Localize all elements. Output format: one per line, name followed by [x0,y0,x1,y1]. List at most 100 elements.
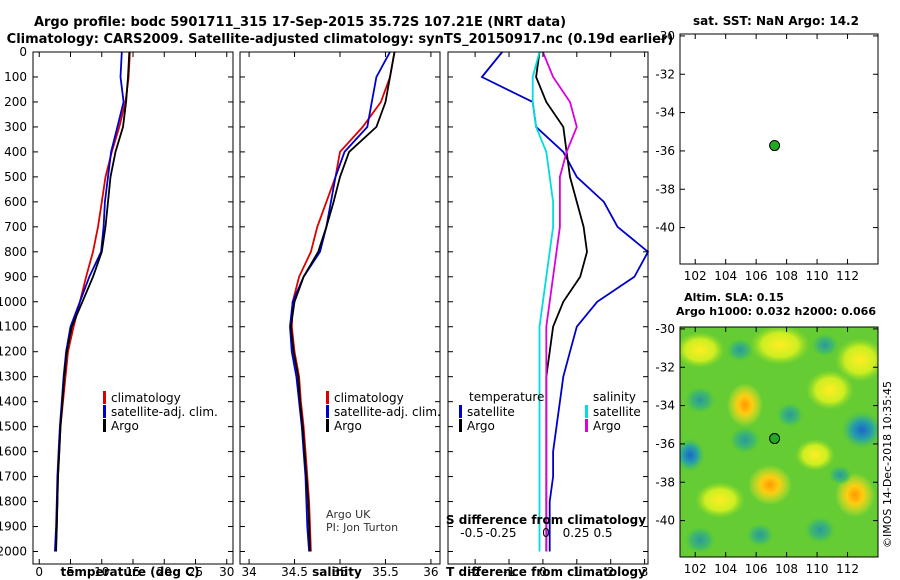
x-tick-label: 110 [806,562,829,576]
y-tick-label: 1700 [0,470,27,484]
sla-heatmap [680,327,878,557]
x-tick-label: 112 [836,562,859,576]
y-tick-label: 100 [4,70,27,84]
argo-location-marker [769,140,781,152]
x-tick-label: 102 [684,269,707,283]
y-tick-label: 900 [4,270,27,284]
x-tick-label: 106 [745,562,768,576]
legend-label-s-argo: Argo [593,419,621,433]
y-tick-label: 1200 [0,345,27,359]
y-tick-label: 300 [4,120,27,134]
difference-legend: temperature satellite Argo salinity sate… [459,390,641,433]
salinity-legend: climatology satellite-adj. clim. Argo [326,391,441,433]
legend-swatch-s-argo [585,419,588,432]
sst-map-frame [679,33,879,265]
y-tick-label: 200 [4,95,27,109]
legend-swatch-t-satellite [459,405,462,418]
y-tick-label: -34 [655,399,675,413]
legend-swatch-argo [326,419,329,432]
y-tick-label: 1100 [0,320,27,334]
legend-label-satellite: satellite-adj. clim. [334,405,441,419]
y-tick-label: 2000 [0,545,27,559]
title-line-2: Climatology: CARS2009. Satellite-adjuste… [7,32,674,47]
series-line-satellite [531,51,554,552]
difference-axes-frame [447,51,649,565]
difference-top-ticks: -0.5 -0.25 0 0.25 0.5 [460,526,612,540]
salinity-lines [289,51,396,552]
legend-label-argo: Argo [111,419,139,433]
y-tick-label: 1800 [0,495,27,509]
legend-label-argo: Argo [334,419,362,433]
x-tick-label: 110 [806,269,829,283]
y-tick-label: -40 [655,514,675,528]
y-tick-label: 800 [4,245,27,259]
legend-swatch-climatology [326,391,329,404]
series-line-argo [542,51,578,552]
legend-swatch-argo [103,419,106,432]
x-tick-label: 35.5 [372,565,399,579]
y-tick-label: 1000 [0,295,27,309]
top-tick-label: -0.5 [460,526,483,540]
y-tick-label: 1600 [0,445,27,459]
temperature-ticks: 0 5 10 15 20 25 300100200300400500600700800900… [0,45,234,579]
salinity-ticks: 34 34.5 35 35.5 36 [240,51,440,579]
legend-swatch-s-satellite [585,405,588,418]
temperature-legend: climatology satellite-adj. clim. Argo [103,391,218,433]
x-tick-label: 2 [607,565,615,579]
title-line-1: Argo profile: bodc 5901711_315 17-Sep-20… [34,15,566,30]
legend-label-climatology: climatology [334,391,404,405]
temperature-axes-frame [32,51,234,565]
salinity-panel: 34 34.5 35 35.5 36 salinity climatology sate… [239,51,441,579]
y-tick-label: -36 [655,144,675,158]
top-tick-label: 0 [542,526,550,540]
x-tick-label: 36 [423,565,438,579]
temperature-xlabel: temperature (deg C) [61,565,200,579]
y-tick-label: 0 [19,45,27,59]
annotation-argo-uk: Argo UK [326,508,371,521]
salinity-xlabel: salinity [312,565,362,579]
top-tick-label: 0.5 [593,526,612,540]
legend-label-t-argo: Argo [467,419,495,433]
sla-map-panel: Altim. SLA: 0.15 Argo h1000: 0.032 h2000… [655,291,879,576]
x-tick-label: 30 [219,565,234,579]
series-line-satellite-adj-clim- [289,51,391,552]
sla-map-frame [679,326,879,558]
series-line-satellite [480,51,650,552]
legend-title-temperature: temperature [469,390,544,404]
x-tick-label: 112 [836,269,859,283]
legend-label-climatology: climatology [111,391,181,405]
y-tick-label: 400 [4,145,27,159]
difference-xlabel-top: S difference from climatology [446,513,646,527]
y-tick-label: -38 [655,182,675,196]
x-tick-label: 106 [745,269,768,283]
y-tick-label: -38 [655,475,675,489]
annotation-pi: PI: Jon Turton [326,521,398,534]
y-tick-label: 1500 [0,420,27,434]
y-tick-label: -30 [655,29,675,43]
legend-swatch-satellite [103,405,106,418]
y-tick-label: -32 [655,360,675,374]
y-tick-label: -30 [655,322,675,336]
difference-lines [480,51,650,552]
y-tick-label: 500 [4,170,27,184]
sla-map-ticks: 102 104 106 108 110 112 -30 -32 -34 -36 -38 -40 [655,322,878,576]
x-tick-label: 0 [539,565,547,579]
legend-swatch-t-argo [459,419,462,432]
difference-panel: -2 -1 0 1 2 3 T difference from climatology S… [446,51,650,579]
legend-swatch-climatology [103,391,106,404]
difference-ticks: -2 -1 0 1 2 3 [448,51,648,579]
y-tick-label: 700 [4,220,27,234]
x-tick-label: 20 [157,565,172,579]
sst-map-title: sat. SST: NaN Argo: 14.2 [693,14,859,28]
x-tick-label: 35 [332,565,347,579]
y-tick-label: 1300 [0,370,27,384]
y-tick-label: -36 [655,437,675,451]
x-tick-label: 34.5 [281,565,308,579]
argo-location-marker [769,433,781,445]
y-tick-label: 1900 [0,520,27,534]
legend-swatch-satellite [326,405,329,418]
x-tick-label: 10 [94,565,109,579]
legend-title-salinity: salinity [593,390,636,404]
legend-label-s-satellite: satellite [593,405,641,419]
x-tick-label: 5 [67,565,75,579]
